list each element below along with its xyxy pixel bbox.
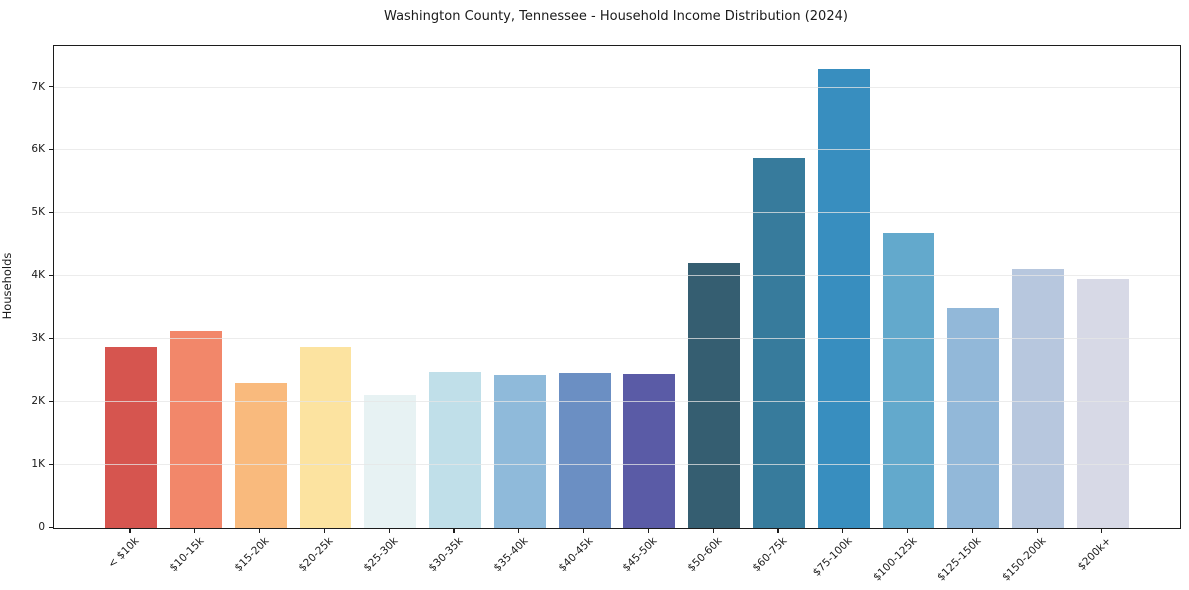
chart-title: Washington County, Tennessee - Household…	[384, 9, 848, 24]
x-tick-label: $200k+	[1075, 535, 1114, 573]
gridline-6K	[54, 149, 1180, 151]
y-tick-mark	[48, 526, 53, 528]
x-tick-mark	[1101, 528, 1103, 533]
bar-$100-125k	[882, 232, 935, 528]
x-tick-label: $50-60k	[685, 535, 725, 575]
x-tick-mark	[518, 528, 520, 533]
y-tick-mark	[48, 86, 53, 88]
y-tick-label: 0	[38, 521, 45, 533]
bar-$125-150k	[947, 307, 1000, 528]
x-tick-mark	[971, 528, 973, 533]
bar-$30-35k	[429, 371, 481, 528]
y-tick-label: 2K	[31, 395, 45, 408]
bar-$150-200k	[1012, 268, 1065, 528]
gridline-2K	[54, 401, 1180, 403]
x-tick-label: $10-15k	[167, 535, 207, 575]
y-tick-mark	[48, 274, 53, 276]
bar-$50-60k	[688, 263, 741, 528]
x-tick-label: $100-125k	[870, 535, 920, 584]
bar-$25-30k	[364, 395, 417, 528]
x-tick-mark	[712, 528, 714, 533]
bar-$10-15k	[169, 331, 222, 528]
y-tick-label: 7K	[31, 80, 45, 93]
x-tick-label: < $10k	[106, 535, 142, 571]
y-tick-label: 1K	[31, 458, 45, 471]
x-tick-mark	[906, 528, 909, 533]
gridline-7K	[54, 86, 1180, 88]
gridline-5K	[54, 212, 1180, 214]
bar-$200k+	[1076, 279, 1129, 528]
x-tick-mark	[583, 528, 585, 533]
x-tick-mark	[323, 528, 326, 533]
y-tick-mark	[48, 337, 53, 339]
x-tick-label: $20-25k	[296, 535, 336, 575]
plot-area	[53, 45, 1181, 529]
bar-$20-25k	[299, 347, 352, 528]
x-tick-mark	[194, 528, 196, 533]
y-tick-mark	[48, 463, 53, 465]
y-tick-label: 3K	[31, 332, 45, 345]
y-tick-label: 6K	[31, 143, 45, 156]
y-tick-mark	[48, 148, 53, 151]
x-tick-mark	[777, 528, 779, 533]
x-tick-label: $125-150k	[935, 535, 984, 584]
x-tick-label: $75-100k	[810, 535, 855, 579]
bar-$35-40k	[493, 375, 546, 528]
gridline-3K	[54, 338, 1180, 340]
x-tick-label: $25-30k	[361, 535, 401, 575]
x-tick-label: $40-45k	[555, 535, 596, 575]
x-tick-label: $45-50k	[620, 535, 660, 575]
y-tick-label: 4K	[31, 269, 45, 282]
y-tick-mark	[48, 400, 53, 402]
y-axis-label: Households	[0, 252, 14, 320]
y-tick-mark	[48, 211, 53, 214]
bar-$45-50k	[623, 374, 676, 528]
x-tick-mark	[259, 528, 261, 533]
x-tick-label: $35-40k	[491, 535, 531, 575]
bar-< $10k	[105, 346, 157, 528]
bar-$60-75k	[753, 158, 805, 528]
x-tick-mark	[647, 528, 649, 533]
x-tick-label: $30-35k	[426, 535, 466, 575]
gridline-4K	[54, 275, 1180, 277]
x-tick-mark	[388, 528, 390, 533]
x-tick-label: $15-20k	[232, 535, 272, 575]
x-tick-mark	[129, 528, 131, 533]
x-tick-label: $60-75k	[750, 535, 790, 575]
x-tick-mark	[842, 528, 844, 533]
x-tick-mark	[453, 528, 455, 533]
x-tick-mark	[1036, 528, 1038, 533]
x-tick-label: $150-200k	[1000, 535, 1049, 584]
bar-$75-100k	[817, 69, 870, 528]
gridline-1K	[54, 464, 1180, 466]
bar-$40-45k	[558, 373, 611, 528]
bar-$15-20k	[234, 383, 287, 528]
y-tick-label: 5K	[31, 206, 45, 219]
